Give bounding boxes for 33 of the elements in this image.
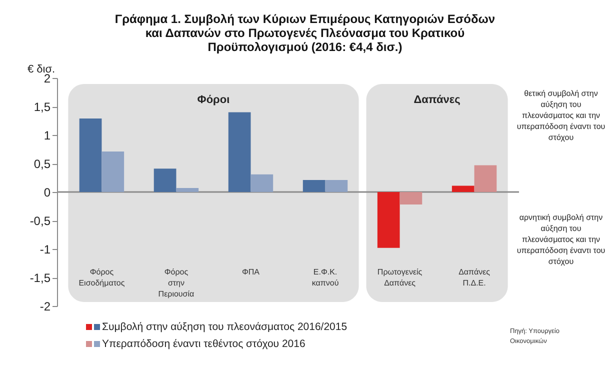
- bar: [452, 186, 474, 192]
- bar: [79, 118, 102, 192]
- legend-label: Συμβολή στην αύξηση του πλεονάσματος 2016/2015: [102, 320, 348, 332]
- bar: [302, 180, 326, 192]
- bar: [250, 174, 274, 192]
- x-tick-label: ΦΠΑ: [242, 268, 260, 276]
- x-tick-label: Φόρος Εισοδήματος: [78, 268, 125, 288]
- annotation: αρνητική συμβολή στην αύξηση του πλεονάσματος και την υπεραπόδοση έναντι του στόχου: [516, 212, 606, 267]
- y-tick-label: -2: [40, 300, 51, 314]
- y-tick-label: 0: [44, 186, 51, 200]
- bar: [176, 188, 199, 192]
- y-tick-label: 0,5: [34, 157, 51, 171]
- bar: [228, 112, 251, 192]
- bar: [377, 192, 400, 248]
- x-tick-label: Δαπάνες Π.Δ.Ε.: [458, 268, 490, 288]
- bar: [102, 152, 124, 192]
- x-tick-label: Φόρος στην Περιουσία: [158, 268, 195, 298]
- annotation: θετική συμβολή στην αύξηση του πλεονάσματος και την υπεραπόδοση έναντι του στόχου: [516, 88, 606, 143]
- bar: [154, 168, 176, 192]
- y-tick-label: 1: [44, 128, 51, 142]
- band-label: Φόροι: [197, 94, 230, 106]
- y-tick-label: -1,5: [30, 271, 51, 285]
- legend-label: Υπεραπόδοση έναντι τεθέντος στόχου 2016: [102, 338, 306, 350]
- y-tick-label: 1,5: [34, 100, 51, 114]
- chart-title: Γράφημα 1. Συμβολή των Κύριων Επιμέρους Κατηγοριών Εσόδων και Δαπανών στο Πρωτογενές Πλεόνασμα του Κρατικού Προϋπολογισμού (2016: €4,4 δισ.): [114, 12, 496, 54]
- bar: [474, 165, 497, 192]
- x-tick-label: Πρωτογενείς Δαπάνες: [377, 268, 422, 288]
- band-label: Δαπάνες: [414, 94, 461, 106]
- bar: [325, 180, 348, 192]
- x-tick-label: Ε.Φ.Κ. καπνού: [312, 268, 339, 288]
- bar: [400, 192, 422, 205]
- y-tick-label: -0,5: [30, 214, 51, 228]
- y-tick-label: -1: [40, 242, 51, 256]
